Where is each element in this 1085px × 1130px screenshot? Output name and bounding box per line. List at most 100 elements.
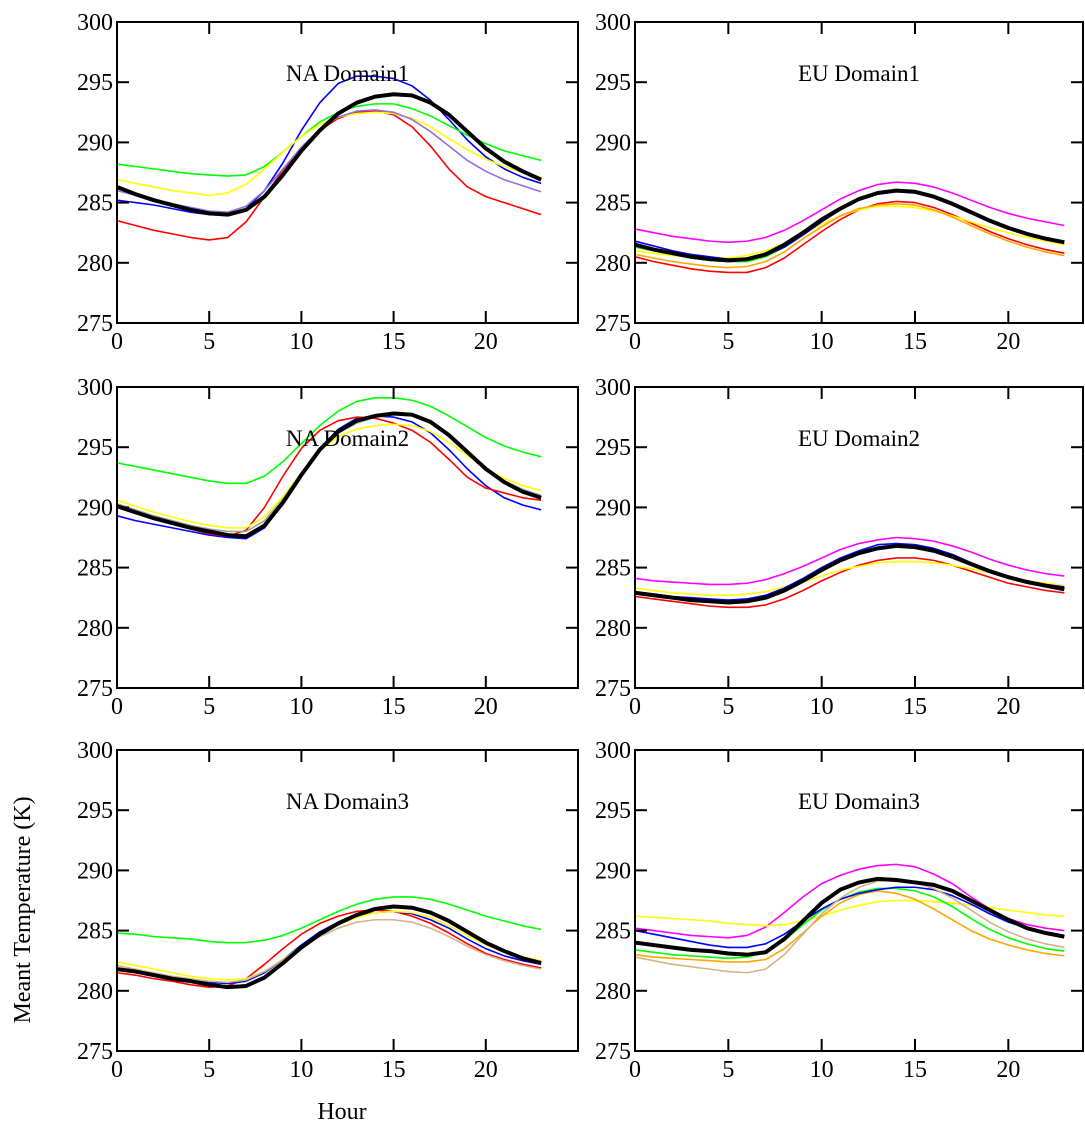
plot-frame	[634, 749, 1084, 1052]
x-tick-label: 0	[111, 694, 123, 720]
series-line	[117, 423, 542, 529]
y-tick-label: 280	[595, 979, 631, 1005]
series-line	[117, 910, 542, 981]
y-tick-label: 300	[77, 375, 113, 401]
x-tick-label: 15	[382, 329, 406, 355]
panel-title: EU Domain1	[798, 61, 920, 86]
y-tick-label: 300	[77, 10, 113, 36]
y-tick-label: 285	[77, 919, 113, 945]
series-line	[635, 181, 1065, 244]
plot-frame	[634, 21, 1084, 324]
y-tick-label: 290	[595, 130, 631, 156]
series-line	[117, 92, 542, 217]
x-tick-label: 10	[289, 694, 313, 720]
plot-lines	[117, 896, 542, 990]
y-tick-label: 280	[595, 616, 631, 642]
x-tick-label: 10	[810, 329, 834, 355]
y-tick-label: 280	[77, 979, 113, 1005]
y-tick-label: 290	[595, 858, 631, 884]
y-tick-label: 290	[77, 130, 113, 156]
x-tick-label: 0	[629, 694, 641, 720]
x-tick-label: 10	[810, 694, 834, 720]
y-tick-label: 275	[77, 1039, 113, 1065]
x-tick-label: 15	[903, 694, 927, 720]
y-tick-label: 285	[595, 556, 631, 582]
plot-frame	[116, 386, 579, 689]
series-line	[635, 876, 1065, 957]
y-tick-label: 300	[595, 10, 631, 36]
plot-frame	[116, 21, 579, 324]
y-tick-label: 275	[595, 676, 631, 702]
series-line	[635, 536, 1065, 586]
x-tick-label: 10	[289, 329, 313, 355]
x-tick-label: 5	[722, 1057, 734, 1083]
plot-lines	[635, 536, 1065, 609]
x-tick-label: 15	[382, 694, 406, 720]
y-tick-label: 290	[77, 495, 113, 521]
x-tick-label: 20	[996, 694, 1020, 720]
y-tick-label: 285	[595, 919, 631, 945]
series-line	[635, 542, 1065, 601]
series-line	[635, 560, 1065, 597]
y-tick-label: 295	[595, 798, 631, 824]
series-line	[117, 75, 542, 216]
x-tick-label: 15	[903, 329, 927, 355]
series-line	[635, 879, 1065, 974]
y-tick-label: 285	[595, 191, 631, 217]
y-axis-label: Meant Temperature (K)	[10, 796, 36, 1023]
x-tick-label: 10	[810, 1057, 834, 1083]
y-tick-label: 275	[595, 311, 631, 337]
plot-lines	[117, 397, 542, 540]
series-line	[117, 904, 542, 990]
x-tick-label: 5	[203, 329, 215, 355]
x-tick-label: 5	[203, 694, 215, 720]
series-line	[635, 188, 1065, 263]
plot-lines	[635, 863, 1065, 974]
panel-title: EU Domain3	[798, 789, 920, 814]
x-tick-label: 0	[629, 1057, 641, 1083]
y-tick-label: 275	[77, 311, 113, 337]
series-line	[117, 397, 542, 485]
series-line	[635, 890, 1065, 963]
x-tick-label: 0	[629, 329, 641, 355]
plot-frame	[116, 749, 579, 1052]
x-tick-label: 0	[111, 329, 123, 355]
y-tick-label: 290	[77, 858, 113, 884]
series-line	[117, 910, 542, 985]
y-tick-label: 285	[77, 556, 113, 582]
y-tick-label: 300	[595, 375, 631, 401]
y-tick-label: 280	[77, 616, 113, 642]
y-tick-label: 275	[595, 1039, 631, 1065]
y-tick-label: 300	[595, 738, 631, 764]
series-line	[117, 918, 542, 984]
y-tick-label: 290	[595, 495, 631, 521]
series-line	[635, 886, 1065, 949]
y-tick-label: 295	[595, 70, 631, 96]
series-line	[117, 909, 542, 988]
y-tick-label: 300	[77, 738, 113, 764]
y-tick-label: 275	[77, 676, 113, 702]
x-tick-label: 20	[996, 329, 1020, 355]
series-line	[635, 899, 1065, 927]
y-tick-label: 280	[77, 251, 113, 277]
series-line	[117, 896, 542, 944]
x-tick-label: 5	[203, 1057, 215, 1083]
plot-lines	[635, 181, 1065, 274]
y-tick-label: 295	[77, 435, 113, 461]
series-line	[117, 110, 542, 241]
series-line	[117, 411, 542, 539]
x-tick-label: 20	[474, 329, 498, 355]
x-tick-label: 5	[722, 694, 734, 720]
panel-title: NA Domain3	[286, 789, 409, 814]
x-tick-label: 5	[722, 329, 734, 355]
x-tick-label: 20	[474, 694, 498, 720]
y-tick-label: 285	[77, 191, 113, 217]
x-tick-label: 15	[382, 1057, 406, 1083]
x-tick-label: 0	[111, 1057, 123, 1083]
panel-title: NA Domain2	[286, 426, 409, 451]
x-axis-label: Hour	[317, 1099, 366, 1125]
y-tick-label: 280	[595, 251, 631, 277]
y-tick-label: 295	[77, 798, 113, 824]
